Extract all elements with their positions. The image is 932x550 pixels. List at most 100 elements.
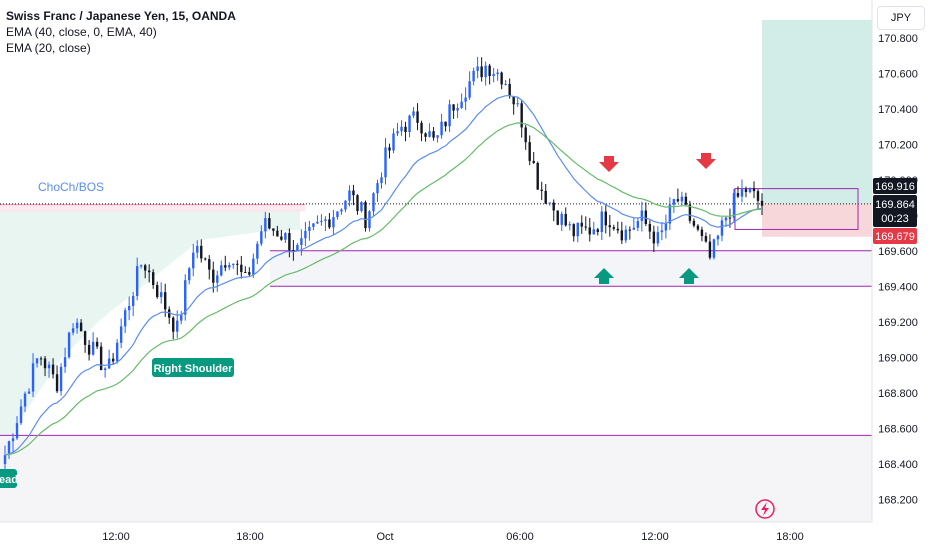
candle-body bbox=[51, 364, 55, 375]
candle-body bbox=[260, 231, 263, 244]
candle-body bbox=[456, 107, 459, 111]
price-tick-label: 169.000 bbox=[878, 352, 918, 364]
candle-body bbox=[248, 272, 251, 275]
head-tag: ead bbox=[0, 469, 18, 488]
candle-body bbox=[492, 74, 495, 77]
candle-body bbox=[364, 202, 367, 229]
price-tick-label: 169.400 bbox=[878, 281, 918, 293]
indicator-ema-40[interactable]: EMA (40, close, 0, EMA, 40) bbox=[6, 25, 157, 39]
candle-body bbox=[680, 196, 684, 202]
candle-body bbox=[748, 188, 752, 193]
price-tick-label: 169.600 bbox=[878, 246, 918, 258]
candle-body bbox=[107, 358, 111, 369]
candle-body bbox=[740, 189, 744, 197]
candle-body bbox=[452, 104, 455, 111]
candle-body bbox=[115, 342, 119, 362]
candle-body bbox=[528, 142, 531, 161]
candle-body bbox=[472, 70, 475, 82]
price-tag-current-a: 169.916 bbox=[873, 178, 917, 194]
candle-body bbox=[604, 211, 607, 226]
candle-body bbox=[252, 258, 255, 275]
candle-body bbox=[660, 230, 664, 233]
head-label: ead bbox=[0, 474, 18, 486]
time-tick-label: 18:00 bbox=[776, 531, 804, 543]
candle-body bbox=[160, 292, 163, 298]
candle-body bbox=[308, 226, 311, 231]
candle-body bbox=[376, 183, 379, 194]
candle-body bbox=[352, 190, 355, 196]
candles-layer[interactable] bbox=[3, 56, 764, 472]
candle-body bbox=[123, 310, 127, 327]
candle-body bbox=[488, 65, 491, 77]
price-tag-current-b: 169.864 00:23 bbox=[873, 195, 917, 227]
candle-body bbox=[11, 438, 15, 442]
candle-body bbox=[188, 268, 191, 281]
price-tick-label: 169.200 bbox=[878, 317, 918, 329]
candle-body bbox=[131, 295, 135, 306]
countdown-text: 00:23 bbox=[881, 213, 909, 225]
candle-body bbox=[732, 193, 736, 218]
candle-body bbox=[700, 229, 704, 237]
currency-button[interactable]: JPY bbox=[877, 6, 925, 30]
candle-body bbox=[708, 241, 712, 258]
price-tick-label: 168.800 bbox=[878, 388, 918, 400]
candle-body bbox=[240, 264, 243, 273]
time-tick-label: 18:00 bbox=[236, 531, 264, 543]
candle-body bbox=[576, 222, 579, 237]
price-tag-stop-text: 169.679 bbox=[875, 231, 915, 243]
candle-body bbox=[59, 366, 63, 392]
candle-body bbox=[256, 243, 259, 259]
candle-body bbox=[476, 66, 479, 71]
candle-body bbox=[584, 226, 587, 228]
price-tick-label: 170.400 bbox=[878, 104, 918, 116]
candle-body bbox=[388, 147, 391, 151]
candle-body bbox=[151, 272, 155, 286]
ema-20-line bbox=[4, 95, 763, 456]
candle-body bbox=[640, 210, 644, 222]
price-tick-label: 170.600 bbox=[878, 68, 918, 80]
candle-body bbox=[272, 228, 275, 231]
candle-body bbox=[516, 103, 519, 105]
candle-body bbox=[520, 103, 523, 128]
candle-body bbox=[95, 341, 99, 347]
candle-body bbox=[304, 230, 307, 239]
candle-body bbox=[372, 193, 375, 212]
candle-body bbox=[320, 220, 323, 222]
candle-body bbox=[444, 121, 447, 127]
candle-body bbox=[336, 211, 339, 218]
candle-body bbox=[436, 135, 439, 138]
candle-body bbox=[368, 211, 371, 229]
candle-body bbox=[460, 101, 463, 108]
candle-body bbox=[172, 317, 175, 332]
pattern-zone bbox=[0, 209, 300, 465]
candle-body bbox=[464, 97, 467, 102]
candle-body bbox=[192, 252, 195, 269]
candle-body bbox=[524, 127, 527, 143]
candle-body bbox=[688, 204, 692, 221]
price-tick-label: 168.400 bbox=[878, 459, 918, 471]
candle-body bbox=[536, 162, 539, 190]
candle-body bbox=[620, 230, 624, 241]
lightning-icon[interactable] bbox=[755, 499, 775, 519]
price-tag-stop: 169.679 bbox=[873, 228, 917, 244]
candle-body bbox=[624, 229, 628, 241]
indicator-ema-20[interactable]: EMA (20, close) bbox=[6, 41, 91, 55]
candle-body bbox=[596, 229, 599, 232]
candle-body bbox=[216, 275, 219, 283]
candle-body bbox=[35, 358, 39, 364]
candle-body bbox=[99, 346, 103, 371]
candle-body bbox=[508, 83, 511, 97]
candle-body bbox=[63, 357, 67, 367]
candle-body bbox=[39, 358, 43, 360]
candle-body bbox=[284, 233, 287, 240]
candle-body bbox=[540, 189, 543, 191]
candle-body bbox=[760, 200, 764, 206]
candle-body bbox=[180, 314, 183, 321]
buy-arrow-1 bbox=[594, 268, 614, 284]
candle-body bbox=[79, 322, 83, 332]
candle-body bbox=[3, 455, 7, 464]
candle-body bbox=[47, 364, 51, 369]
lower-band bbox=[0, 435, 872, 522]
candle-body bbox=[636, 221, 640, 228]
